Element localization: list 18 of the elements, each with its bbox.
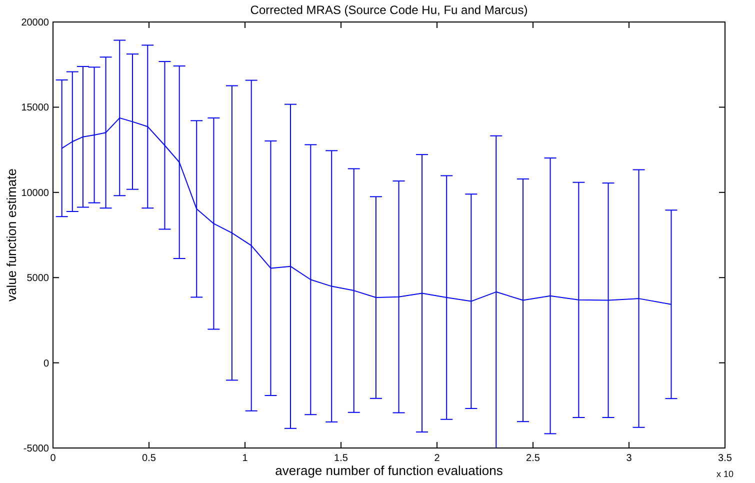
x-tick-label: 0 — [50, 453, 56, 464]
y-axis-title: value function estimate — [4, 168, 19, 302]
x-tick-label: 2.5 — [526, 453, 540, 464]
y-tick-label: 15000 — [21, 102, 50, 114]
x-tick-label: 1 — [242, 453, 248, 464]
x-tick-label: 3.5 — [718, 453, 732, 464]
chart-title: Corrected MRAS (Source Code Hu, Fu and Marcus) — [250, 3, 528, 17]
y-tick-label: 10000 — [21, 188, 50, 199]
y-tick-label: -5000 — [23, 444, 50, 454]
y-tick-label: 5000 — [26, 273, 50, 284]
x-tick-label: 0.5 — [142, 453, 156, 464]
y-tick-label: 0 — [43, 358, 50, 370]
x-tick-label: 3 — [626, 453, 632, 464]
x-tick-label: 2 — [434, 453, 440, 464]
text: x 10 — [716, 469, 734, 479]
x-axis-title: average number of function evaluations — [275, 463, 504, 478]
x-tick-label: 1.5 — [334, 453, 348, 464]
y-tick-label: 20000 — [21, 18, 50, 28]
